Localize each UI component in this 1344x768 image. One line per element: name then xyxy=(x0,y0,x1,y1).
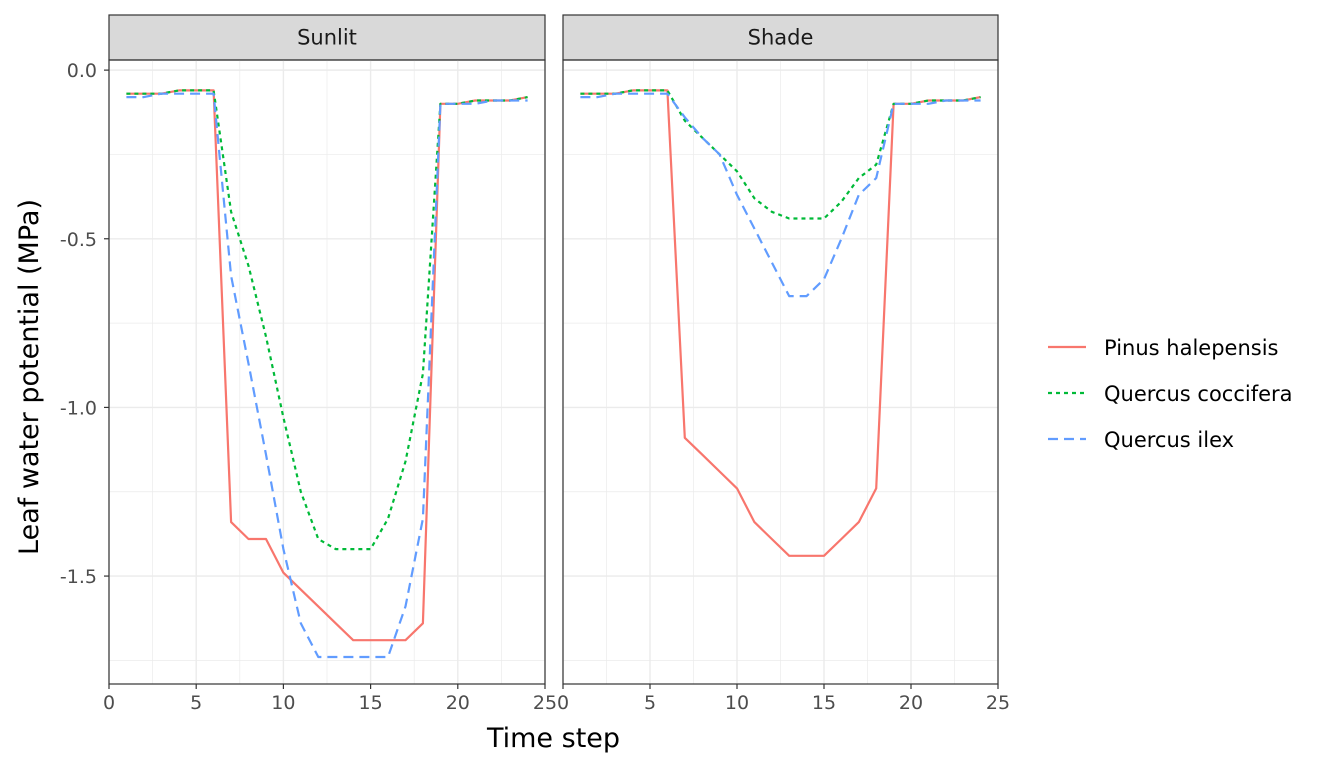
series-line-quercus-ilex xyxy=(580,92,981,298)
x-tick-label: 15 xyxy=(359,692,383,714)
x-tick-label: 5 xyxy=(190,692,202,714)
y-tick-label: 0.0 xyxy=(67,60,97,82)
x-axis-title: Time step xyxy=(486,723,620,754)
legend-label: Quercus coccifera xyxy=(1104,382,1293,406)
x-tick-label: 0 xyxy=(557,692,569,714)
x-tick-label: 15 xyxy=(812,692,836,714)
x-tick-label: 25 xyxy=(533,692,557,714)
facet-strip xyxy=(562,14,999,61)
legend: Pinus halepensis Quercus coccifera Quercus… xyxy=(1048,336,1293,452)
legend-label: Pinus halepensis xyxy=(1104,336,1278,360)
facet-strip xyxy=(108,14,546,61)
series-line-quercus-ilex xyxy=(126,92,528,659)
x-tick-label: 20 xyxy=(446,692,470,714)
panel-border xyxy=(108,59,546,685)
series-line-quercus-coccifera xyxy=(580,89,981,220)
x-tick-label: 0 xyxy=(103,692,115,714)
panel-sunlit: Sunlit 0 5 10 15 20 25 0.0 -0.5 -1.0 -1.5 xyxy=(60,14,557,714)
facet-strip-label: Sunlit xyxy=(297,26,357,50)
x-tick-label: 5 xyxy=(644,692,656,714)
panel-border xyxy=(562,59,999,685)
x-tick-label: 10 xyxy=(725,692,749,714)
x-tick-label: 25 xyxy=(986,692,1010,714)
y-axis-title: Leaf water potential (MPa) xyxy=(14,199,45,555)
panel-shade: Shade 0 5 10 15 20 25 xyxy=(557,14,1010,714)
y-tick-label: -1.0 xyxy=(60,397,97,419)
facet-strip-label: Shade xyxy=(748,26,814,50)
x-tick-label: 10 xyxy=(271,692,295,714)
y-tick-label: -1.5 xyxy=(60,566,97,588)
y-tick-label: -0.5 xyxy=(60,229,97,251)
legend-label: Quercus ilex xyxy=(1104,428,1234,452)
series-line-quercus-coccifera xyxy=(126,89,528,551)
x-tick-label: 20 xyxy=(899,692,923,714)
